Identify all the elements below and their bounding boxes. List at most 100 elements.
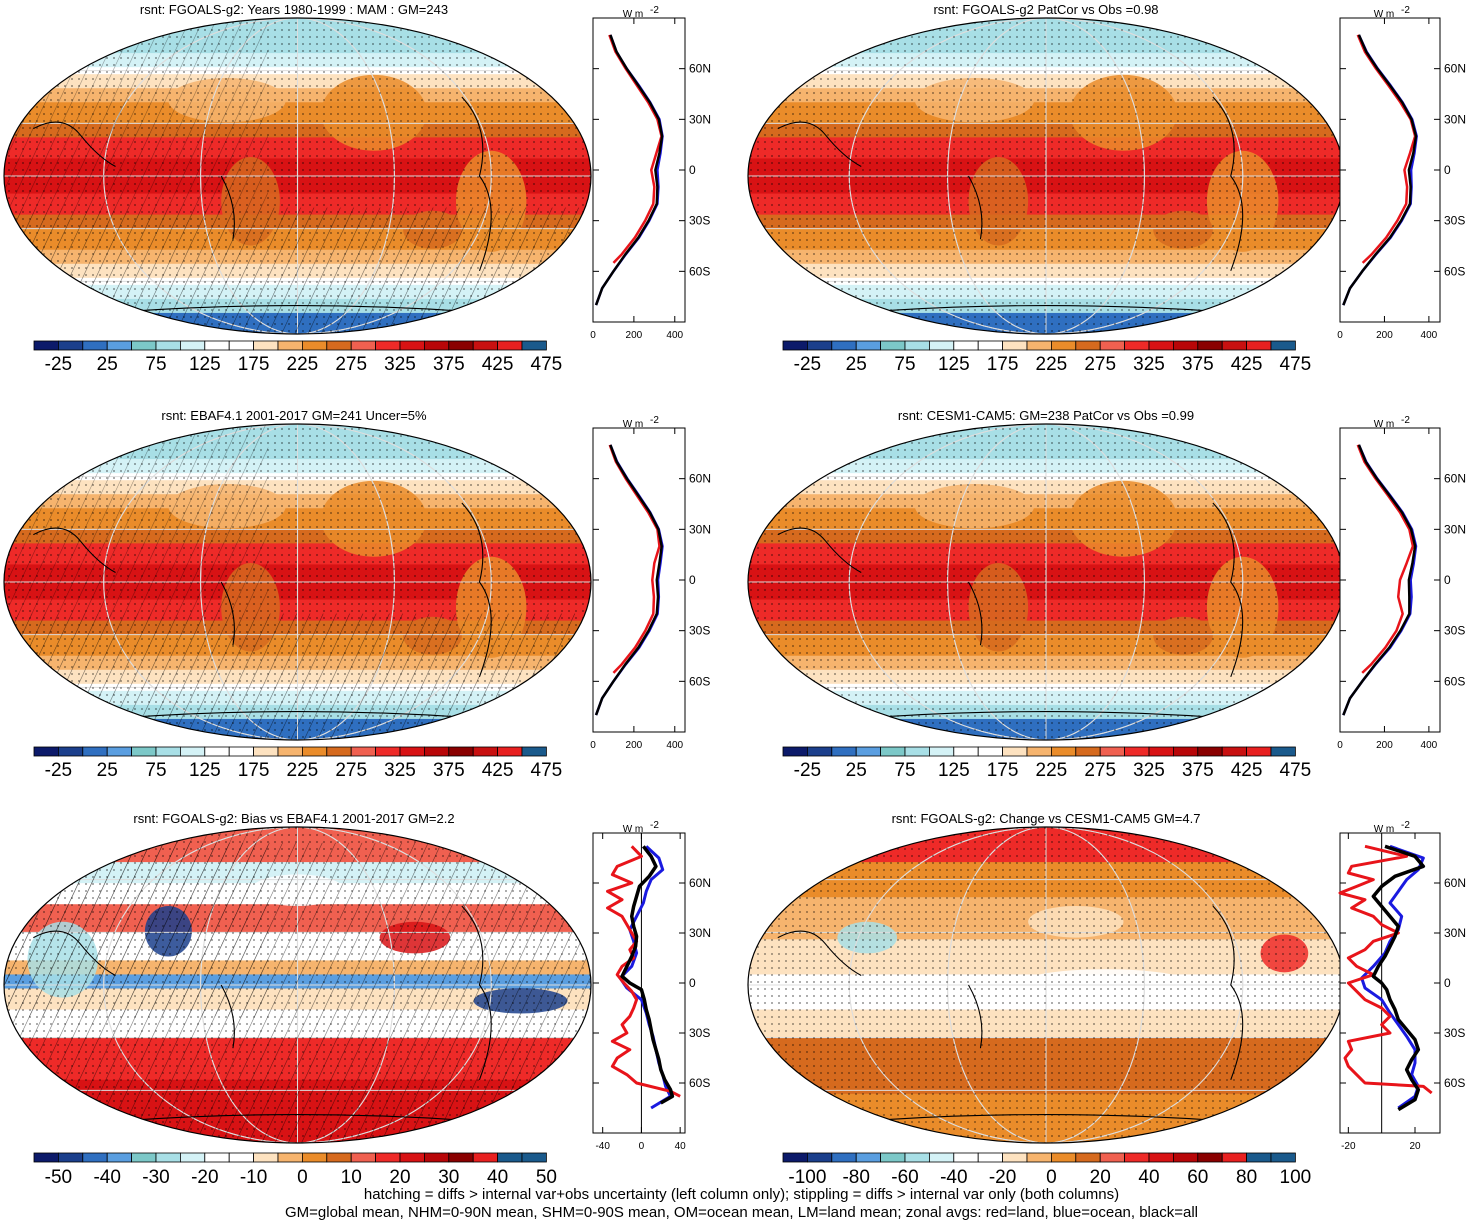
x-tick-label: 200 xyxy=(1376,330,1393,341)
lat-tick-label: 60S xyxy=(689,674,710,688)
colorbar-swatch xyxy=(473,747,497,756)
lat-tick-label: 30S xyxy=(689,1026,710,1040)
colorbar-swatch xyxy=(1100,341,1124,350)
colorbar-swatch xyxy=(498,1153,522,1162)
lat-tick-label: 30S xyxy=(1444,624,1465,638)
hatching xyxy=(4,614,591,740)
colorbar-swatch xyxy=(832,747,856,756)
panel-title: rsnt: FGOALS-g2: Years 1980-1999 : MAM :… xyxy=(140,2,448,17)
colorbar-swatch xyxy=(807,747,831,756)
colorbar-swatch xyxy=(376,1153,400,1162)
colorbar-label: 30 xyxy=(438,1167,459,1188)
colorbar-swatch xyxy=(83,1153,107,1162)
colorbar-swatch xyxy=(107,1153,131,1162)
lat-tick-label: 0 xyxy=(1444,976,1451,990)
colorbar-label: 325 xyxy=(1133,354,1165,375)
colorbar-label: 225 xyxy=(1036,354,1068,375)
hatching xyxy=(4,208,591,334)
x-tick-label: 400 xyxy=(666,740,683,751)
colorbar-swatch xyxy=(156,341,180,350)
colorbar-label: 50 xyxy=(536,1167,557,1188)
colorbar-swatch xyxy=(351,747,375,756)
colorbar-swatch xyxy=(954,341,978,350)
colorbar-swatch xyxy=(1222,341,1246,350)
profile-unit-sup: -2 xyxy=(1401,820,1410,831)
colorbar-label: 225 xyxy=(287,354,319,375)
x-tick-label: -20 xyxy=(1341,1141,1356,1152)
colorbar-swatch xyxy=(954,1153,978,1162)
colorbar-swatch xyxy=(1247,747,1271,756)
colorbar-swatch xyxy=(205,1153,229,1162)
colorbar-swatch xyxy=(449,341,473,350)
lat-tick-label: 60S xyxy=(689,264,710,278)
colorbar-swatch xyxy=(229,1153,253,1162)
colorbar-swatch xyxy=(351,341,375,350)
colorbar-label: 475 xyxy=(531,354,563,375)
colorbar-swatch xyxy=(1125,341,1149,350)
colorbar-swatch xyxy=(1149,1153,1173,1162)
colorbar-swatch xyxy=(1247,341,1271,350)
profile-unit-label: W m xyxy=(1374,419,1395,430)
colorbar-label: 75 xyxy=(145,354,166,375)
colorbar-swatch xyxy=(132,1153,156,1162)
colorbar-label: 0 xyxy=(1046,1167,1057,1188)
colorbar-swatch xyxy=(1027,747,1051,756)
colorbar-swatch xyxy=(1198,747,1222,756)
colorbar-label: 40 xyxy=(1138,1167,1159,1188)
map-abs xyxy=(4,18,591,335)
colorbar-swatch xyxy=(929,1153,953,1162)
lat-tick-label: 60S xyxy=(1444,674,1465,688)
x-tick-label: 0 xyxy=(1337,330,1343,341)
colorbar-swatch xyxy=(132,747,156,756)
colorbar-label: 375 xyxy=(1182,760,1214,781)
colorbar-label: -80 xyxy=(842,1167,869,1188)
x-tick-label: -40 xyxy=(595,1141,610,1152)
panel-4: rsnt: CESM1-CAM5: GM=238 PatCor vs Obs =… xyxy=(748,408,1466,781)
colorbar-label: 375 xyxy=(433,354,465,375)
profile-unit-sup: -2 xyxy=(1401,5,1410,16)
colorbar-swatch xyxy=(954,747,978,756)
colorbar-label: 75 xyxy=(145,760,166,781)
colorbar-label: -25 xyxy=(794,354,821,375)
profile-unit-label: W m xyxy=(623,824,644,835)
colorbar-swatch xyxy=(1198,1153,1222,1162)
colorbar-swatch xyxy=(978,341,1002,350)
panel-1: rsnt: FGOALS-g2: Years 1980-1999 : MAM :… xyxy=(4,2,711,375)
colorbar-swatch xyxy=(400,341,424,350)
colorbar-swatch xyxy=(1149,747,1173,756)
lat-tick-label: 0 xyxy=(1444,573,1451,587)
x-tick-label: 200 xyxy=(1376,740,1393,751)
colorbar-label: 75 xyxy=(894,354,915,375)
colorbar-swatch xyxy=(327,341,351,350)
lat-tick-label: 0 xyxy=(1444,163,1451,177)
colorbar-label: -30 xyxy=(142,1167,169,1188)
profile-unit-label: W m xyxy=(1374,824,1395,835)
colorbar-swatch xyxy=(83,747,107,756)
lat-tick-label: 60N xyxy=(1444,62,1466,76)
map-abs xyxy=(748,424,1344,741)
colorbar-label: 175 xyxy=(238,354,270,375)
colorbar-swatch xyxy=(1222,1153,1246,1162)
x-tick-label: 200 xyxy=(626,330,643,341)
stippling xyxy=(748,424,1344,740)
lat-tick-label: 30S xyxy=(689,214,710,228)
colorbar-swatch xyxy=(783,341,807,350)
colorbar-swatch xyxy=(783,747,807,756)
profile-frame xyxy=(1340,428,1440,732)
lat-tick-label: 30N xyxy=(689,112,711,126)
colorbar-swatch xyxy=(302,341,326,350)
colorbar-label: 425 xyxy=(1231,354,1263,375)
colorbar-label: 20 xyxy=(1090,1167,1111,1188)
colorbar-swatch xyxy=(1149,341,1173,350)
x-tick-label: 0 xyxy=(1337,740,1343,751)
lat-tick-label: 30N xyxy=(1444,926,1466,940)
colorbar-swatch xyxy=(351,1153,375,1162)
stippling xyxy=(748,827,1344,1143)
colorbar-label: -25 xyxy=(794,760,821,781)
colorbar-swatch xyxy=(1076,1153,1100,1162)
map-abs xyxy=(748,18,1344,335)
panel-2: rsnt: FGOALS-g2 PatCor vs Obs =0.9860N30… xyxy=(748,2,1466,375)
profile-unit-sup: -2 xyxy=(650,415,659,426)
colorbar-label: 275 xyxy=(335,760,367,781)
footer-hatching-note: hatching = diffs > internal var+obs unce… xyxy=(0,1186,1483,1204)
